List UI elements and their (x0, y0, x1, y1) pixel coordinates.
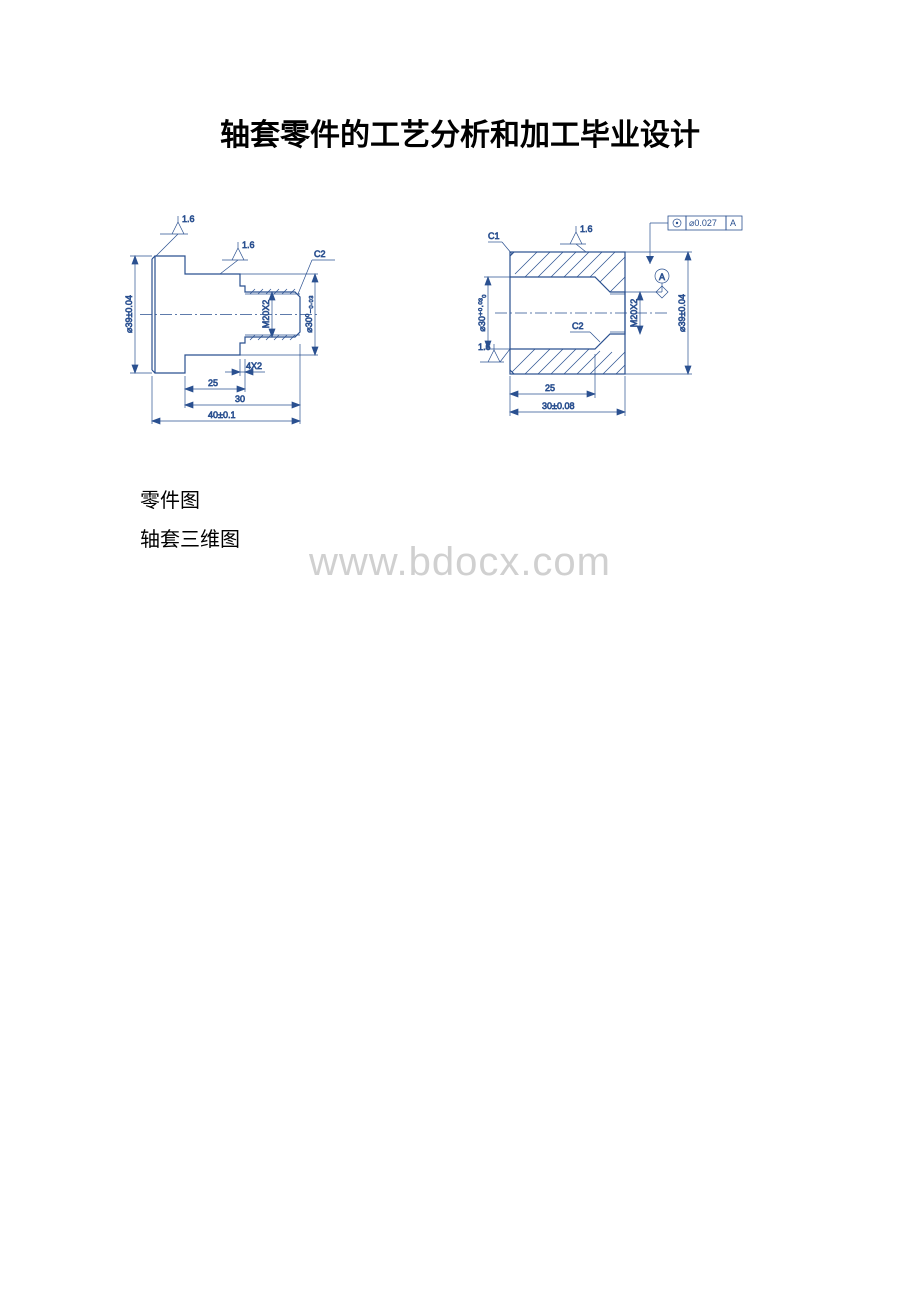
shaft-drawing-svg: 1.6 1.6 C2 (100, 214, 410, 434)
chamfer-label: C2 (314, 249, 326, 259)
caption-1: 零件图 (140, 484, 820, 513)
dim-label: ⌀39±0.04 (677, 294, 687, 332)
datum-a: A (625, 269, 669, 298)
dim-label: ⌀30⁰₋₀.₀₃ (304, 295, 314, 333)
caption-2: 轴套三维图 (140, 523, 820, 552)
dim-label: ⌀39±0.04 (124, 295, 134, 333)
chamfer-label: C1 (488, 231, 500, 241)
drawing-left: 1.6 1.6 C2 (100, 214, 410, 434)
dim-label: 30 (235, 394, 245, 404)
dim-label: 25 (545, 383, 555, 393)
tol-value: ⌀0.027 (689, 218, 717, 228)
drawing-right: ⌀0.027 A (440, 214, 780, 434)
page-title: 轴套零件的工艺分析和加工毕业设计 (100, 110, 820, 154)
dim-label: 25 (208, 378, 218, 388)
dim-label: M20X2 (261, 300, 271, 329)
dim-label: ⌀30⁺⁰·⁰³₀ (477, 294, 487, 331)
chamfer-label: C2 (572, 321, 584, 331)
sf-label: 1.6 (182, 214, 195, 224)
sf-label: 1.6 (580, 224, 593, 234)
tolerance-frame: ⌀0.027 A (646, 216, 742, 264)
dim-label: M20X2 (629, 299, 639, 328)
dim-label: 30±0.08 (542, 401, 574, 411)
sf-label: 1.6 (242, 240, 255, 250)
dim-label: 40±0.1 (208, 410, 235, 420)
drawings-container: 1.6 1.6 C2 (100, 214, 820, 434)
sleeve-section-svg: ⌀0.027 A (440, 214, 780, 434)
datum-label: A (659, 272, 665, 282)
tol-datum: A (730, 218, 736, 228)
dim-label: 4X2 (246, 361, 262, 371)
